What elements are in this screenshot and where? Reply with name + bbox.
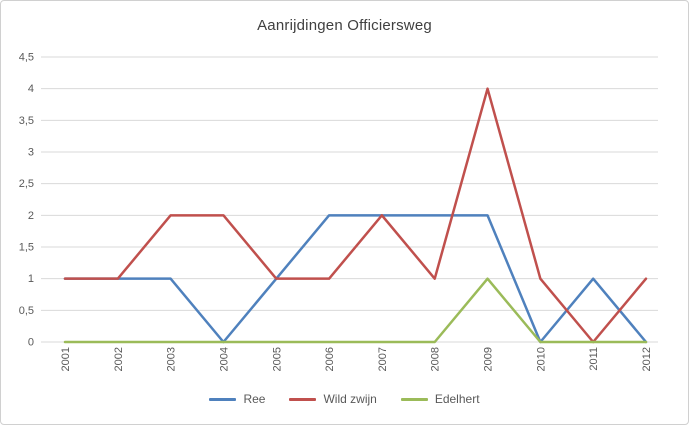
y-tick-label: 4 xyxy=(28,83,34,95)
legend-label: Edelhert xyxy=(434,392,480,406)
legend-item-ree: Ree xyxy=(209,392,265,406)
y-tick-label: 1 xyxy=(28,273,34,285)
x-tick-label: 2012 xyxy=(641,347,653,371)
x-tick-label: 2003 xyxy=(166,347,178,371)
legend-item-edelhert: Edelhert xyxy=(400,392,480,406)
x-tick-label: 2001 xyxy=(60,347,72,371)
series-line-edelhert xyxy=(63,277,648,344)
legend-label: Ree xyxy=(243,392,266,406)
x-tick-label: 2011 xyxy=(588,347,600,371)
y-tick-label: 3,5 xyxy=(19,115,34,127)
chart-title: Aanrijdingen Officiersweg xyxy=(257,17,432,34)
legend-swatch-icon xyxy=(289,397,317,401)
y-tick-label: 0 xyxy=(28,337,34,349)
y-tick-label: 3 xyxy=(28,147,34,159)
y-tick-label: 2 xyxy=(28,210,34,222)
series-line-wild-zwijn xyxy=(63,87,648,344)
y-tick-label: 0,5 xyxy=(19,305,34,317)
x-tick-label: 2004 xyxy=(218,347,230,371)
y-tick-label: 2,5 xyxy=(19,178,34,190)
legend-label: Wild zwijn xyxy=(323,392,377,406)
x-tick-label: 2002 xyxy=(113,347,125,371)
x-tick-label: 2007 xyxy=(377,347,389,371)
y-tick-label: 1,5 xyxy=(19,242,34,254)
x-tick-label: 2008 xyxy=(430,347,442,371)
series-line-ree xyxy=(63,214,648,344)
legend: Ree Wild zwijn Edelhert xyxy=(1,392,688,406)
x-tick-label: 2010 xyxy=(535,347,547,371)
x-tick-label: 2005 xyxy=(271,347,283,371)
legend-swatch-icon xyxy=(400,397,428,401)
x-tick-label: 2009 xyxy=(483,347,495,371)
y-tick-label: 4,5 xyxy=(19,52,34,64)
x-tick-label: 2006 xyxy=(324,347,336,371)
legend-swatch-icon xyxy=(209,397,237,401)
legend-item-wild-zwijn: Wild zwijn xyxy=(289,392,377,406)
